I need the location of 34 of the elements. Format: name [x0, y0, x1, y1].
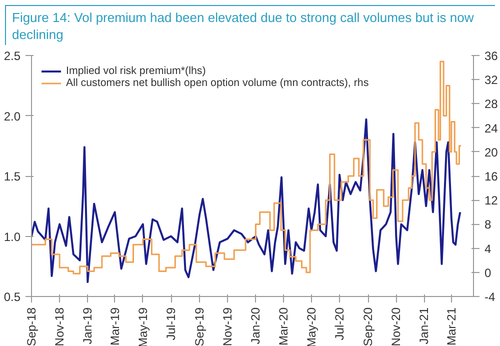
y2-tick-label: 0: [484, 266, 492, 280]
x-tick-label: Sep-18: [24, 307, 38, 346]
y2-tick-label: -4: [484, 290, 496, 304]
y-tick-label: 2.5: [4, 49, 21, 63]
y2-tick-label: 4: [484, 242, 492, 256]
y-tick-label: 0.5: [4, 290, 21, 304]
x-tick-label: Nov-19: [220, 307, 235, 346]
x-tick-label: Jul-20: [332, 307, 347, 340]
x-tick-label: Mar-19: [108, 307, 122, 346]
y-tick-label: 2.0: [4, 109, 21, 124]
y2-tick-label: 12: [484, 194, 498, 208]
x-tick-label: Jan-20: [248, 307, 263, 344]
legend-label: Implied vol risk premium*(lhs): [66, 65, 206, 77]
chart-title: Figure 14: Vol premium had been elevated due to strong call volumes but is now declining: [12, 9, 475, 43]
y2-tick-label: 8: [484, 218, 492, 232]
x-tick-label: Mar-21: [444, 307, 458, 346]
x-tick-label: Nov-20: [389, 307, 404, 346]
y-tick-label: 1.0: [4, 230, 21, 244]
y2-tick-label: 16: [484, 170, 498, 184]
y2-tick-label: 32: [484, 73, 498, 88]
y2-tick-label: 20: [484, 145, 498, 160]
x-tick-label: Sep-20: [361, 307, 376, 346]
x-tick-label: Mar-20: [276, 307, 290, 346]
x-tick-label: Jan-19: [80, 307, 95, 344]
x-tick-label: Sep-19: [192, 307, 207, 346]
y2-tick-label: 28: [484, 97, 498, 112]
y-tick-label: 1.5: [4, 170, 21, 184]
x-tick-label: Jan-21: [417, 307, 432, 344]
x-tick-label: Nov-18: [52, 307, 67, 346]
legend-label: All customers net bullish open option volume (mn contracts), rhs: [66, 77, 369, 89]
y2-tick-label: 36: [484, 49, 498, 63]
x-tick-label: Jul-19: [164, 307, 178, 340]
y2-tick-label: 24: [484, 121, 498, 136]
line-series: [32, 118, 462, 284]
